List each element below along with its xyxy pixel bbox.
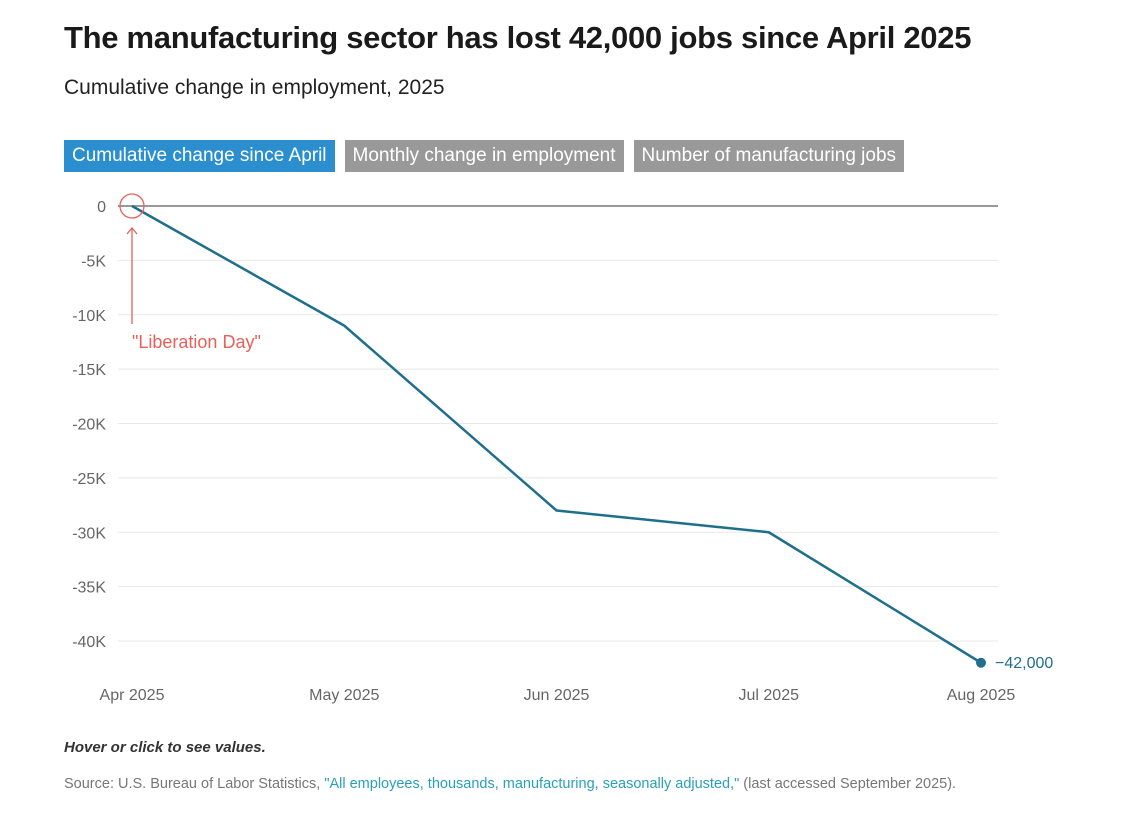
x-tick-label: Jul 2025 xyxy=(739,687,800,704)
annotation-label: "Liberation Day" xyxy=(132,332,261,352)
tab-monthly[interactable]: Monthly change in employment xyxy=(344,140,624,172)
y-tick-label: -35K xyxy=(72,580,106,597)
y-tick-label: -5K xyxy=(81,253,106,270)
x-tick-label: May 2025 xyxy=(309,687,379,704)
hover-note: Hover or click to see values. xyxy=(64,739,266,756)
x-tick-label: Aug 2025 xyxy=(947,687,1016,704)
tab-cumulative[interactable]: Cumulative change since April xyxy=(64,140,335,172)
data-point xyxy=(976,657,986,668)
y-tick-label: 0 xyxy=(97,199,106,216)
source-note: Source: U.S. Bureau of Labor Statistics,… xyxy=(64,773,1044,795)
view-tabs: Cumulative change since April Monthly ch… xyxy=(64,140,905,172)
source-link[interactable]: "All employees, thousands, manufacturing… xyxy=(324,776,740,792)
chart-subtitle: Cumulative change in employment, 2025 xyxy=(64,76,445,99)
y-tick-label: -30K xyxy=(72,525,106,542)
y-tick-label: -10K xyxy=(72,308,106,325)
annotation-arrow-head xyxy=(126,226,138,235)
tab-number-of-jobs[interactable]: Number of manufacturing jobs xyxy=(633,140,905,172)
series-line xyxy=(131,204,982,664)
end-value-label: −42,000 xyxy=(995,655,1053,672)
source-prefix: Source: U.S. Bureau of Labor Statistics, xyxy=(64,776,325,792)
annotation-circle xyxy=(119,193,145,219)
y-tick-label: -40K xyxy=(72,634,106,651)
y-tick-label: -15K xyxy=(72,362,106,379)
y-tick-label: -20K xyxy=(72,417,106,434)
x-tick-label: Apr 2025 xyxy=(100,687,165,704)
source-suffix: (last accessed September 2025). xyxy=(739,776,957,792)
x-tick-label: Jun 2025 xyxy=(524,687,590,704)
y-tick-label: -25K xyxy=(72,471,106,488)
chart-title: The manufacturing sector has lost 42,000… xyxy=(64,20,972,55)
